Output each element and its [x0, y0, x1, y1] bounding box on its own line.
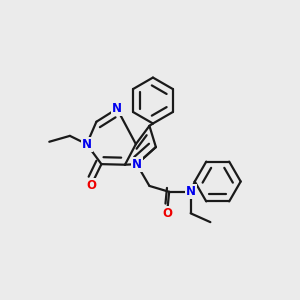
Text: N: N — [82, 138, 92, 151]
Text: N: N — [132, 158, 142, 171]
Text: O: O — [86, 179, 96, 192]
Text: O: O — [162, 207, 172, 220]
Text: N: N — [112, 102, 122, 115]
Text: N: N — [186, 185, 196, 198]
